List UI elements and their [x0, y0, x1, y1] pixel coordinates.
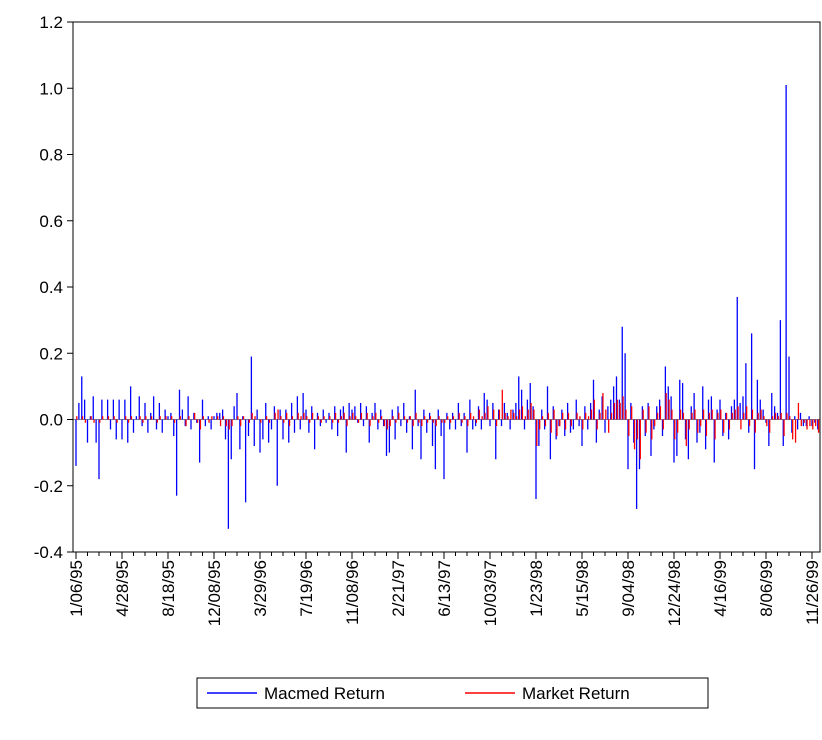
y-tick-label: 0.8 — [39, 146, 63, 165]
legend-box — [196, 677, 709, 709]
x-tick-label: 11/08/96 — [343, 560, 362, 625]
x-tick-label: 8/06/99 — [757, 560, 776, 617]
legend-label: Macmed Return — [264, 684, 385, 703]
y-tick-label: 0.2 — [39, 344, 63, 363]
x-tick-label: 4/28/95 — [113, 560, 132, 617]
y-tick-label: 0.6 — [39, 212, 63, 231]
x-tick-label: 8/18/95 — [159, 560, 178, 617]
x-tick-label: 12/24/98 — [665, 560, 684, 626]
x-tick-label: 1/06/95 — [67, 560, 86, 617]
y-tick-label: -0.4 — [34, 543, 63, 562]
legend-label: Market Return — [522, 684, 630, 703]
x-tick-label: 12/08/95 — [205, 560, 224, 626]
y-tick-label: 1.2 — [39, 13, 63, 32]
x-tick-label: 10/03/97 — [481, 560, 500, 626]
x-tick-label: 3/29/96 — [251, 560, 270, 617]
x-tick-label: 9/04/98 — [619, 560, 638, 617]
y-tick-label: 0.4 — [39, 278, 63, 297]
x-tick-label: 2/21/97 — [389, 560, 408, 617]
y-tick-label: 0.0 — [39, 411, 63, 430]
x-tick-label: 1/23/98 — [527, 560, 546, 617]
x-tick-label: 7/19/96 — [297, 560, 316, 617]
x-tick-label: 6/13/97 — [435, 560, 454, 617]
x-tick-label: 11/26/99 — [803, 560, 822, 625]
y-tick-label: -0.2 — [34, 477, 63, 496]
x-tick-label: 5/15/98 — [573, 560, 592, 617]
plot-frame — [72, 21, 821, 553]
y-tick-label: 1.0 — [39, 79, 63, 98]
x-tick-label: 4/16/99 — [711, 560, 730, 617]
